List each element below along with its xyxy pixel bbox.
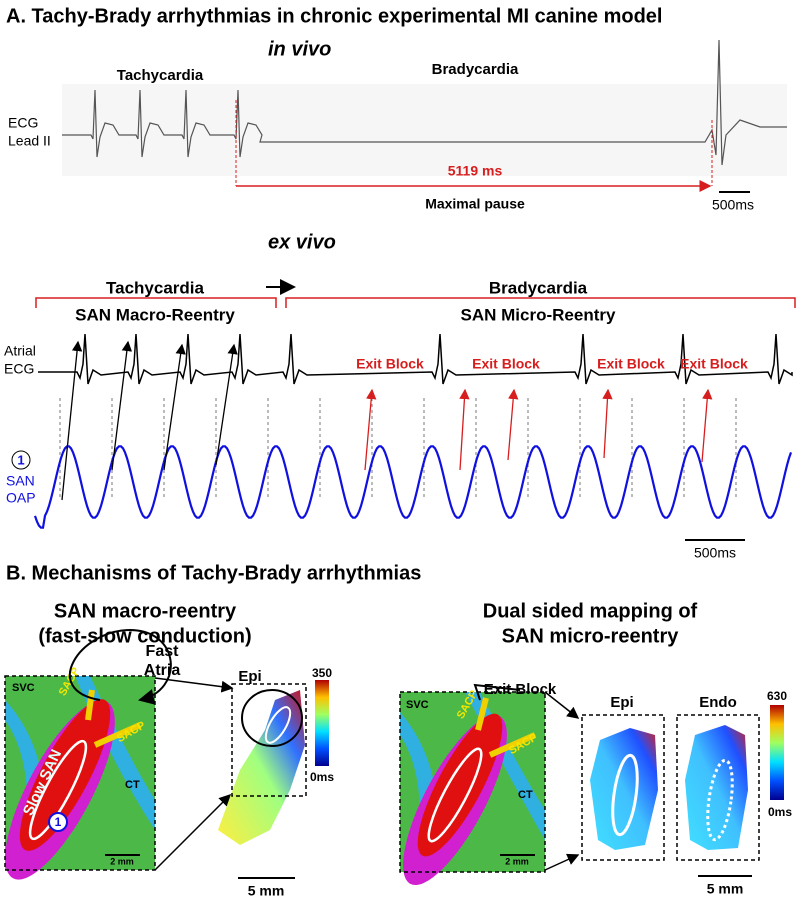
conduction-arrow bbox=[111, 340, 133, 471]
label: Epi bbox=[610, 694, 633, 711]
activation-map bbox=[685, 725, 748, 850]
label: Tachycardia bbox=[117, 67, 204, 84]
arrow bbox=[68, 628, 172, 705]
loop bbox=[611, 753, 639, 837]
colorbar bbox=[315, 680, 329, 766]
label: Maximal pause bbox=[425, 196, 525, 212]
exit-block: Exit Block bbox=[597, 356, 665, 372]
conduction-arrow bbox=[61, 340, 83, 501]
blocked-arrow bbox=[459, 388, 470, 471]
label: Lead II bbox=[8, 133, 51, 149]
scale-label: 500ms bbox=[694, 545, 736, 561]
arrow bbox=[154, 793, 232, 871]
label: Exit Block bbox=[484, 681, 557, 698]
label: CT bbox=[125, 779, 140, 791]
heading: in vivo bbox=[268, 38, 331, 60]
blocked-arrow bbox=[602, 388, 613, 459]
exit-block: Exit Block bbox=[356, 356, 424, 372]
label: SAN Micro-Reentry bbox=[461, 305, 616, 324]
loop bbox=[264, 706, 292, 744]
conduction-arrow bbox=[163, 343, 186, 471]
colorbar-min: 0ms bbox=[310, 770, 334, 784]
activation-map bbox=[218, 690, 305, 845]
bracket bbox=[35, 297, 796, 308]
oap-trace bbox=[33, 445, 793, 529]
heading: SAN macro-reentry bbox=[54, 600, 237, 622]
label: CT bbox=[518, 789, 533, 801]
label: ECG bbox=[4, 361, 34, 377]
arrow bbox=[544, 691, 580, 719]
site-marker bbox=[11, 450, 31, 470]
label: Fast bbox=[146, 643, 180, 660]
loop bbox=[706, 758, 734, 842]
label: OAP bbox=[6, 490, 36, 506]
scale-label: 2 mm bbox=[505, 856, 529, 866]
map-box bbox=[231, 683, 307, 797]
label: SVC bbox=[406, 699, 429, 711]
scale-label: 5 mm bbox=[707, 881, 744, 897]
ecg-background bbox=[62, 84, 787, 176]
map-box bbox=[676, 714, 760, 861]
colorbar-max: 350 bbox=[312, 666, 332, 680]
anatomy bbox=[399, 691, 546, 886]
pause-value: 5119 ms bbox=[448, 163, 503, 179]
colorbar bbox=[770, 705, 784, 800]
label: Atrial bbox=[4, 343, 36, 359]
label: SAN Macro-Reentry bbox=[75, 305, 235, 324]
loop bbox=[241, 689, 303, 747]
panel-title: A. Tachy-Brady arrhythmias in chronic ex… bbox=[6, 5, 662, 27]
heading: SAN micro-reentry bbox=[502, 625, 680, 647]
map-box bbox=[581, 714, 665, 861]
conduction-arrow bbox=[215, 343, 238, 466]
activation-map bbox=[590, 728, 658, 850]
label: ECG bbox=[8, 115, 38, 131]
exit-block: Exit Block bbox=[680, 356, 748, 372]
ecg-trace bbox=[38, 333, 793, 385]
colorbar-min: 0ms bbox=[768, 805, 792, 819]
scale-label: 500ms bbox=[712, 197, 754, 213]
site-marker bbox=[48, 812, 68, 832]
blocked-arrow bbox=[701, 388, 713, 463]
blocked-arrow bbox=[364, 388, 377, 471]
scale-label: 2 mm bbox=[110, 856, 134, 866]
label: Endo bbox=[699, 694, 737, 711]
scale-label: 5 mm bbox=[248, 883, 285, 899]
label: Epi bbox=[238, 668, 261, 685]
site-label: 1 bbox=[17, 452, 24, 467]
colorbar-max: 630 bbox=[767, 689, 787, 703]
heading: Dual sided mapping of bbox=[483, 600, 698, 622]
blocked-arrow bbox=[507, 388, 519, 461]
exit-block: Exit Block bbox=[472, 356, 540, 372]
panel-title: B. Mechanisms of Tachy-Brady arrhythmias bbox=[6, 562, 421, 584]
label: Bradycardia bbox=[489, 278, 588, 297]
label: Tachycardia bbox=[106, 278, 205, 297]
site-label: 1 bbox=[55, 815, 62, 829]
label: SAN bbox=[6, 473, 35, 489]
heading: ex vivo bbox=[268, 231, 336, 253]
label: Bradycardia bbox=[432, 61, 519, 78]
arrow bbox=[473, 683, 521, 701]
label: Atria bbox=[144, 662, 181, 679]
arrow bbox=[154, 677, 234, 693]
arrow bbox=[544, 853, 580, 871]
anatomy bbox=[4, 675, 156, 880]
label: SVC bbox=[12, 682, 35, 694]
